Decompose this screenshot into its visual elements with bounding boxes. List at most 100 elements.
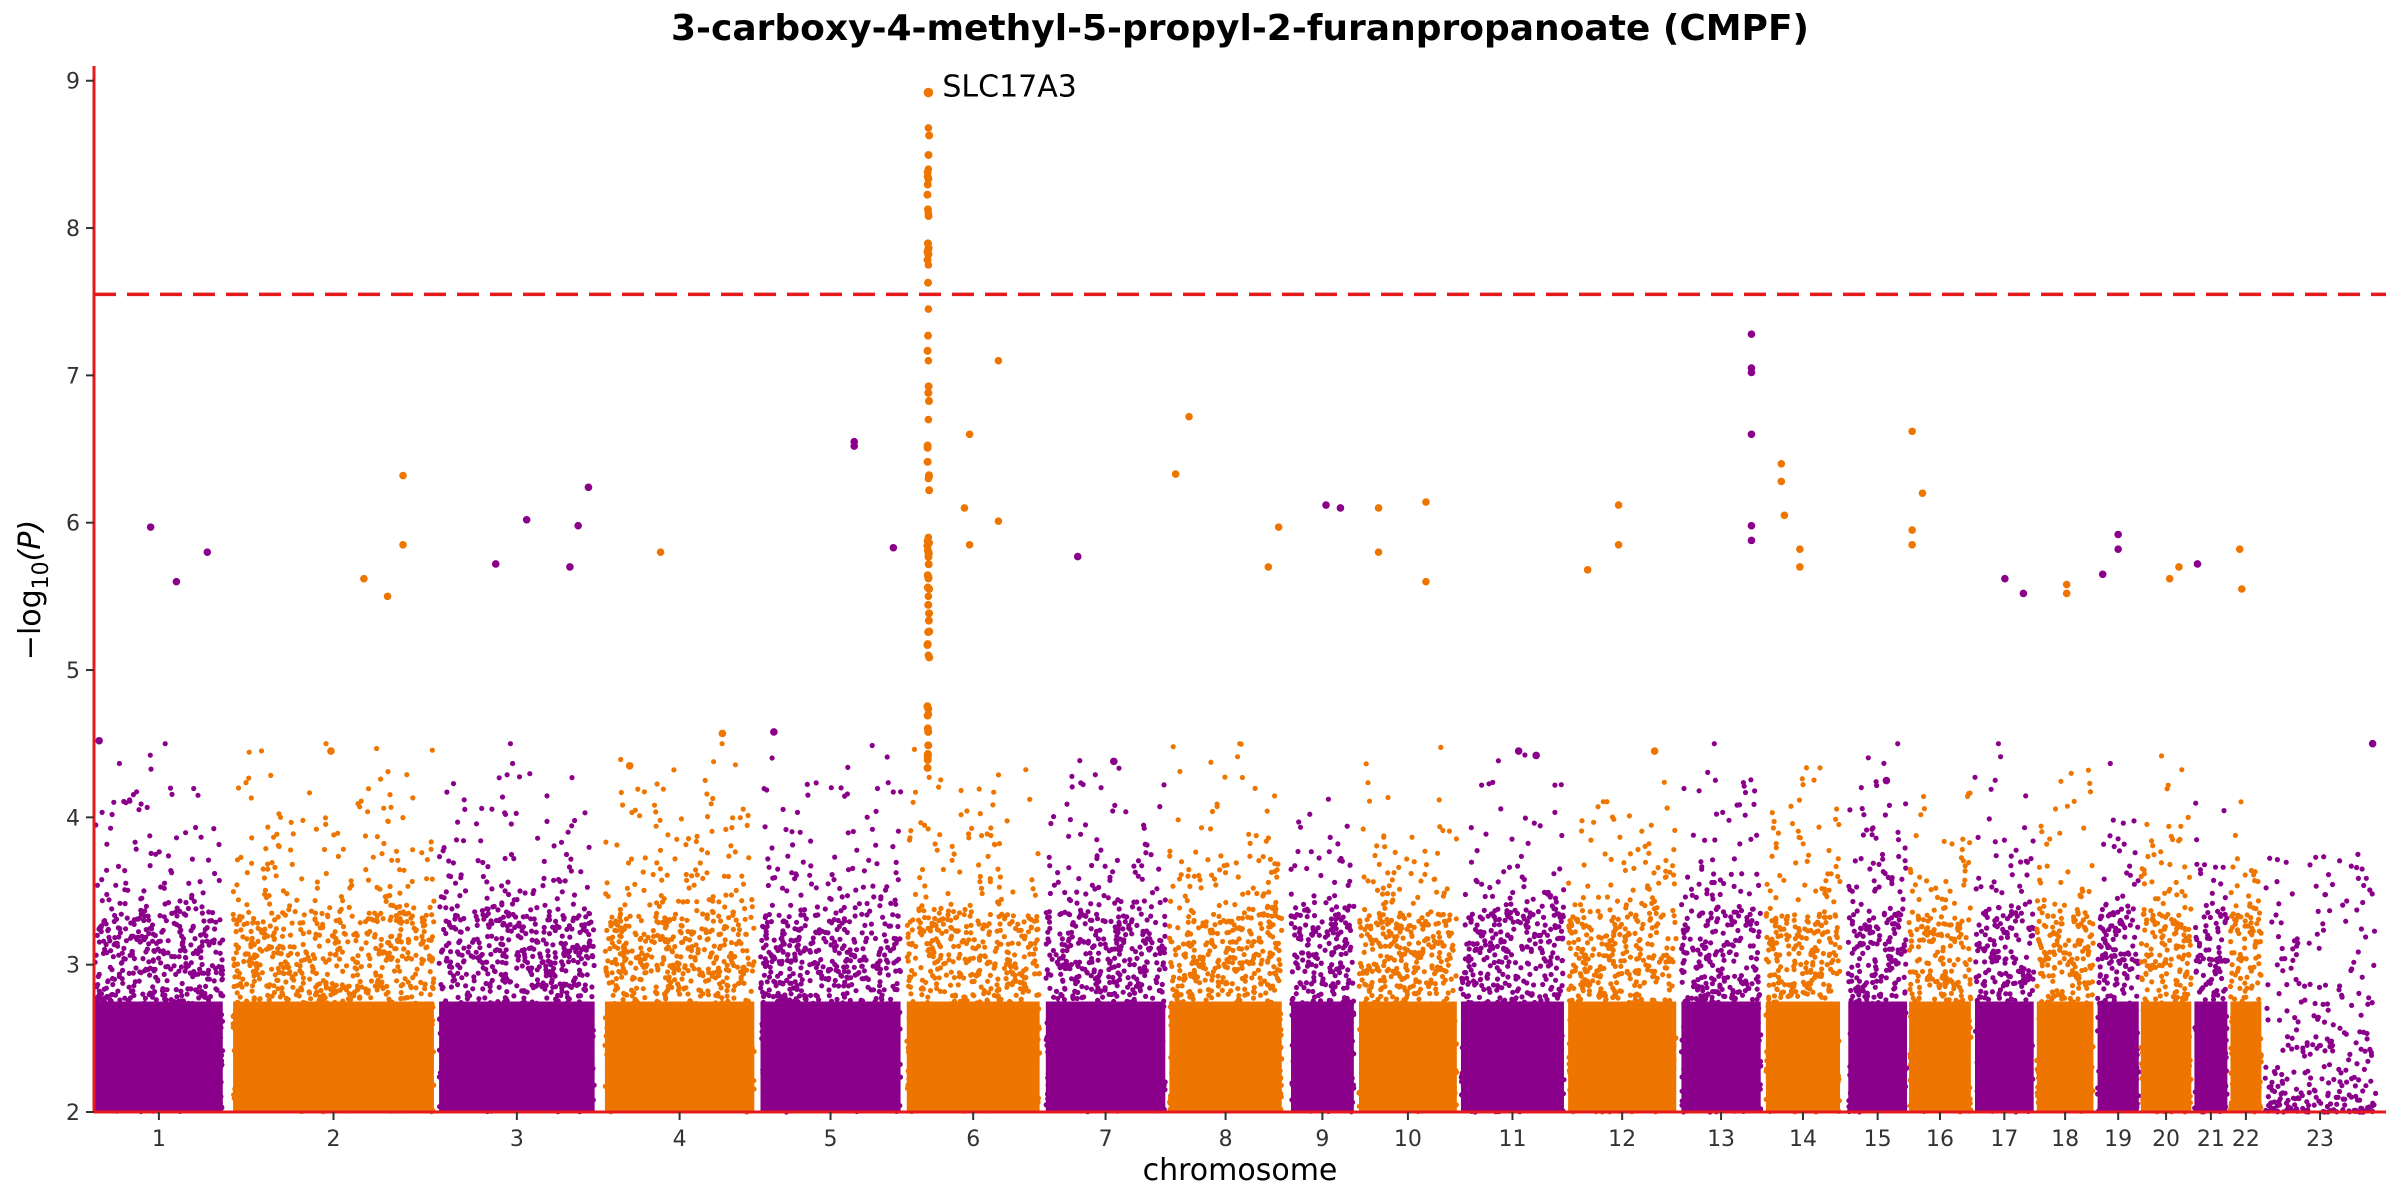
chromosome-6-peak-point — [960, 504, 969, 512]
slc17a3-locus-point — [923, 441, 932, 450]
x-tick-label: 11 — [1498, 1127, 1526, 1152]
chromosome-11-points — [1458, 747, 1567, 1115]
chromosome-15-points — [1845, 741, 1910, 1115]
chromosome-18-peak-point — [2062, 589, 2071, 598]
peak-annotation-label: SLC17A3 — [942, 70, 1077, 105]
chromosome-23-background-snps — [2262, 851, 2379, 1115]
slc17a3-locus-point — [924, 549, 933, 558]
chromosome-14-peak-point — [1777, 477, 1786, 486]
chromosome-7-peak-point — [1110, 757, 1118, 766]
chromosome-18-dense-band — [2036, 1001, 2094, 1112]
chromosome-21-peak-point — [2193, 560, 2202, 568]
x-tick-label: 13 — [1707, 1127, 1735, 1152]
slc17a3-locus-point — [923, 640, 932, 649]
x-tick-label: 10 — [1394, 1127, 1422, 1152]
slc17a3-locus-point — [923, 750, 932, 759]
chromosome-1-peak-point — [203, 548, 212, 556]
chromosome-22-points — [2227, 545, 2264, 1115]
slc17a3-locus-point — [925, 131, 934, 140]
chromosome-10-peak-point — [1422, 498, 1430, 506]
chromosome-8-dense-band — [1169, 1001, 1282, 1112]
chromosome-11-dense-band — [1460, 1001, 1564, 1112]
chromosome-14-peak-point — [1780, 511, 1789, 520]
chromosome-4-dense-band — [604, 1001, 755, 1112]
y-tick-label: 8 — [66, 217, 80, 242]
chromosome-21-dense-band — [2194, 1001, 2228, 1112]
chromosome-16-points — [1906, 427, 1974, 1115]
slc17a3-locus-point — [923, 248, 932, 257]
slc17a3-locus-point — [923, 583, 932, 592]
chromosome-4-peak-point — [718, 729, 727, 738]
chromosome-8-peak-point — [1185, 412, 1193, 421]
chromosome-8-points — [1166, 412, 1285, 1114]
chromosome-6-peak-point — [924, 592, 933, 601]
chromosome-1-points — [92, 523, 226, 1115]
chromosome-23-peak-point — [2368, 739, 2377, 748]
x-tick-label: 12 — [1608, 1127, 1636, 1152]
chromosome-16-background-snps — [1906, 790, 1974, 1115]
x-tick-label: 21 — [2197, 1127, 2225, 1152]
slc17a3-locus-point — [924, 211, 933, 220]
chromosome-16-dense-band — [1909, 1001, 1971, 1112]
slc17a3-locus-point — [924, 616, 933, 625]
x-tick-label: 6 — [966, 1127, 980, 1152]
chromosome-15-peak-point — [1882, 776, 1891, 785]
slc17a3-locus-point — [923, 536, 932, 545]
chromosome-6-peak-point — [965, 541, 974, 549]
chromosome-13-peak-point — [1747, 536, 1756, 545]
chromosome-6-peak-point — [965, 430, 974, 439]
chromosome-1-peak-point — [95, 736, 103, 745]
snp-points — [92, 87, 2379, 1115]
chromosome-15-dense-band — [1848, 1001, 1907, 1112]
chromosome-18-peak-point — [2062, 580, 2071, 589]
chromosome-6-dense-band — [906, 1001, 1040, 1112]
chromosome-20-points — [2138, 563, 2194, 1115]
chromosome-2-peak-point — [360, 574, 368, 583]
chromosome-6-peak-point — [924, 124, 933, 132]
x-axis-label: chromosome — [1143, 1153, 1338, 1188]
slc17a3-locus-point — [924, 472, 933, 481]
chromosome-7-background-snps — [1043, 757, 1168, 1115]
slc17a3-locus-point — [925, 609, 934, 618]
chromosome-6-peak-point — [924, 415, 933, 424]
x-tick-label: 18 — [2051, 1127, 2079, 1152]
slc17a3-locus-point — [923, 763, 932, 772]
chromosome-11-peak-point — [1514, 747, 1523, 755]
chromosome-2-peak-point — [327, 747, 335, 755]
chromosome-18-points — [2034, 580, 2096, 1114]
chromosome-12-peak-point — [1583, 566, 1592, 574]
chromosome-1-peak-point — [146, 523, 155, 531]
chromosome-5-points — [758, 437, 904, 1115]
chromosome-22-peak-point — [2235, 545, 2244, 554]
slc17a3-locus-point — [925, 486, 934, 495]
chromosome-20-peak-point — [2165, 574, 2174, 583]
chromosome-6-peak-point — [994, 356, 1003, 365]
chromosome-9-peak-point — [1322, 501, 1330, 509]
chromosome-6-peak-point — [923, 87, 934, 98]
chromosome-10-points — [1356, 498, 1460, 1115]
chromosome-5-dense-band — [760, 1001, 901, 1112]
chromosome-7-points — [1043, 552, 1168, 1115]
x-tick-label: 9 — [1315, 1127, 1329, 1152]
slc17a3-locus-point — [923, 180, 932, 189]
slc17a3-locus-point — [923, 724, 932, 733]
x-tick-label: 2 — [327, 1127, 341, 1152]
slc17a3-locus-point — [924, 388, 933, 397]
x-axis-ticks: 1 2 3 4 5 6 7 8 9 10 11 12 13 14 15 16 17 18 19 20 21 22 23 — [152, 1112, 2334, 1152]
chromosome-16-peak-point — [1908, 541, 1916, 549]
slc17a3-locus-point — [924, 600, 933, 609]
chromosome-8-peak-point — [1264, 563, 1273, 571]
chromosome-17-peak-point — [2001, 574, 2009, 583]
chromosome-21-background-snps — [2192, 800, 2230, 1115]
chromosome-12-points — [1566, 501, 1679, 1115]
chromosome-13-points — [1678, 330, 1764, 1115]
chromosome-21-points — [2192, 560, 2230, 1115]
chromosome-13-peak-point — [1747, 521, 1756, 530]
chromosome-13-peak-point — [1747, 368, 1756, 377]
y-tick-label: 3 — [66, 954, 80, 979]
chromosome-14-peak-point — [1796, 545, 1804, 554]
chromosome-14-dense-band — [1765, 1001, 1841, 1112]
chromosome-10-peak-point — [1422, 577, 1430, 586]
y-tick-label: 4 — [66, 806, 80, 831]
chromosome-9-dense-band — [1290, 1001, 1354, 1112]
